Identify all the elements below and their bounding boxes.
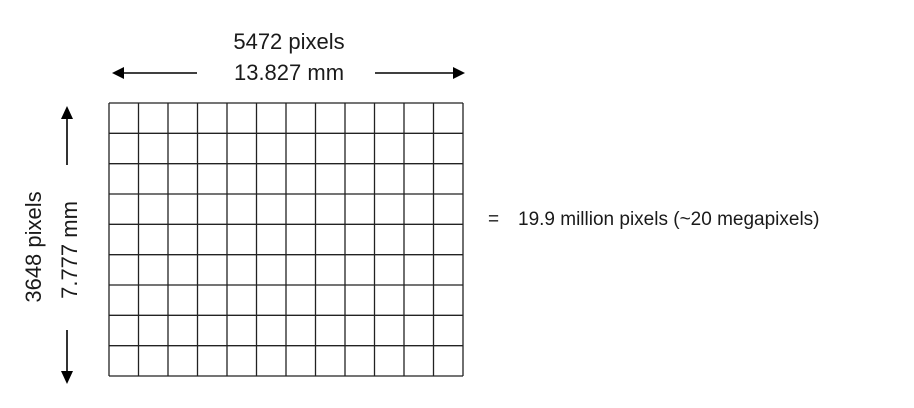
- width-arrow-right-head: [453, 67, 465, 79]
- megapixel-result-text: 19.9 million pixels (~20 megapixels): [518, 209, 820, 230]
- width-arrow: [112, 67, 465, 79]
- pixel-grid: [108, 102, 464, 377]
- width-arrow-left-head: [112, 67, 124, 79]
- width-pixels-label: 5472 pixels: [233, 29, 344, 54]
- height-arrow-top-head: [61, 106, 73, 119]
- height-arrow-bottom-head: [61, 371, 73, 384]
- height-mm-label: 7.777 mm: [57, 201, 82, 299]
- height-arrow: [61, 106, 73, 384]
- equals-sign: =: [488, 209, 499, 230]
- width-mm-label: 13.827 mm: [234, 60, 344, 85]
- height-pixels-label: 3648 pixels: [21, 191, 46, 302]
